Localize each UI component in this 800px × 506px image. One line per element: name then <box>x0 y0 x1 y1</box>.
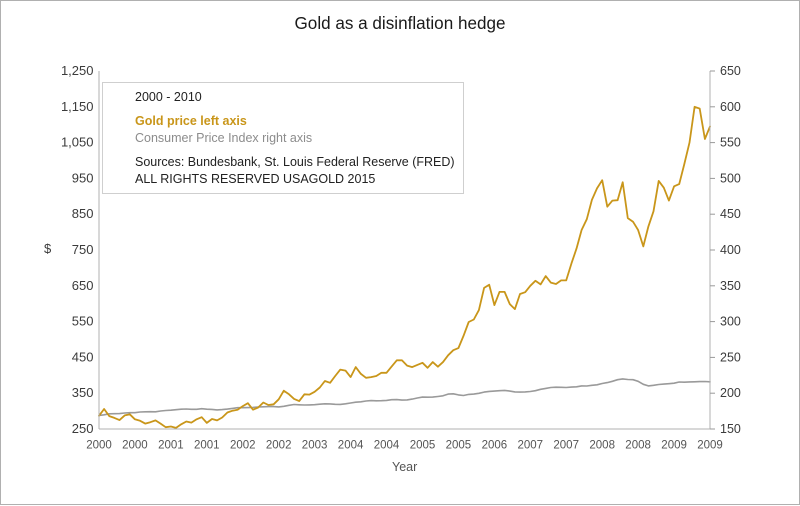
svg-text:2003: 2003 <box>302 440 328 452</box>
svg-text:1,050: 1,050 <box>61 135 94 150</box>
svg-text:2005: 2005 <box>446 440 472 452</box>
svg-text:550: 550 <box>720 136 741 150</box>
svg-text:2007: 2007 <box>553 440 579 452</box>
svg-text:300: 300 <box>720 315 741 329</box>
svg-text:2007: 2007 <box>518 440 544 452</box>
svg-text:2005: 2005 <box>410 440 436 452</box>
svg-text:150: 150 <box>720 422 741 436</box>
svg-text:2001: 2001 <box>194 440 220 452</box>
svg-text:750: 750 <box>72 242 94 257</box>
svg-text:2001: 2001 <box>158 440 184 452</box>
svg-text:1,250: 1,250 <box>61 63 94 78</box>
svg-text:2004: 2004 <box>338 440 364 452</box>
svg-text:250: 250 <box>72 421 94 436</box>
svg-text:2006: 2006 <box>482 440 508 452</box>
svg-text:250: 250 <box>720 350 741 364</box>
svg-text:550: 550 <box>72 314 94 329</box>
svg-text:850: 850 <box>72 206 94 221</box>
svg-text:2002: 2002 <box>230 440 256 452</box>
svg-text:450: 450 <box>72 349 94 364</box>
svg-text:400: 400 <box>720 243 741 257</box>
svg-text:350: 350 <box>72 385 94 400</box>
svg-text:2002: 2002 <box>266 440 292 452</box>
svg-text:200: 200 <box>720 386 741 400</box>
svg-text:500: 500 <box>720 171 741 185</box>
svg-text:2009: 2009 <box>697 440 723 452</box>
svg-text:350: 350 <box>720 279 741 293</box>
svg-text:1,150: 1,150 <box>61 99 94 114</box>
svg-text:2009: 2009 <box>661 440 687 452</box>
svg-text:2000: 2000 <box>122 440 148 452</box>
svg-text:2004: 2004 <box>374 440 400 452</box>
svg-text:600: 600 <box>720 100 741 114</box>
svg-text:650: 650 <box>720 64 741 78</box>
svg-text:950: 950 <box>72 170 94 185</box>
svg-text:650: 650 <box>72 278 94 293</box>
svg-text:2000: 2000 <box>86 440 112 452</box>
svg-text:450: 450 <box>720 207 741 221</box>
svg-text:2008: 2008 <box>625 440 651 452</box>
svg-text:2008: 2008 <box>589 440 615 452</box>
